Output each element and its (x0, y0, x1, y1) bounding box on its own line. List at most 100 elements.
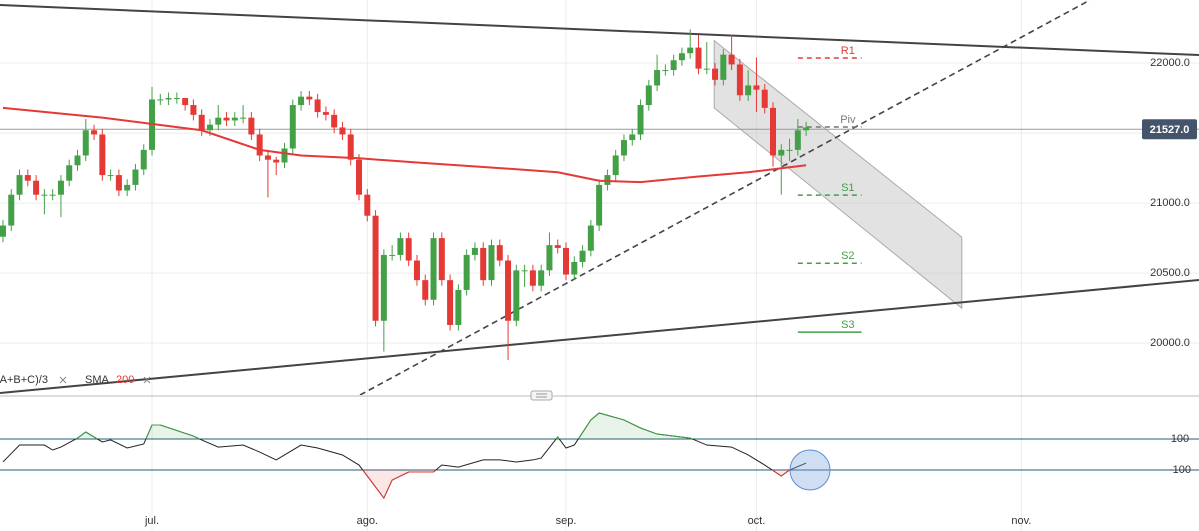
candle-body (413, 260, 420, 281)
candle-body (115, 175, 122, 191)
candle-body (745, 85, 752, 96)
candle-body (513, 270, 520, 321)
candle-body (372, 215, 379, 321)
candle-body (256, 134, 263, 156)
pivot-label: R1 (841, 45, 855, 57)
candle-body (695, 47, 702, 69)
candle-body (322, 112, 329, 115)
candle-body (347, 134, 354, 160)
candle-body (49, 194, 56, 196)
candle-body (629, 134, 636, 141)
panel-resize-handle[interactable] (530, 390, 553, 401)
candle-body (521, 270, 528, 272)
candle-body (546, 245, 553, 271)
candle-body (206, 124, 213, 131)
candle-body (488, 245, 495, 281)
last-price-label: 21527.0 (1150, 124, 1190, 136)
pivot-label: Piv (840, 114, 856, 126)
oscillator-line-lower (362, 470, 791, 500)
candle-body (712, 68, 719, 80)
candle-body (124, 184, 131, 191)
candle-body (554, 245, 561, 248)
candle-body (505, 260, 512, 321)
legend-close[interactable] (143, 376, 151, 384)
candle-body (215, 117, 222, 125)
pivot-label: S3 (841, 319, 854, 331)
candle-body (571, 261, 578, 275)
y-tick-label: 22000.0 (1150, 57, 1190, 69)
candle-body (803, 127, 810, 131)
trendline (0, 4, 1199, 57)
trendline (359, 0, 1091, 395)
candle-body (430, 238, 437, 300)
candle-body (132, 169, 139, 185)
candle-body (736, 64, 743, 96)
candle-body (496, 245, 503, 261)
candle-body (0, 225, 6, 237)
candle-body (356, 159, 363, 195)
candle-body (306, 96, 313, 100)
candle-body (107, 175, 114, 177)
candle-body (66, 165, 73, 181)
legend-sma-period: 200 (116, 374, 134, 386)
oscillator-fill-lower (362, 470, 790, 499)
candle-body (654, 70, 661, 86)
candle-body (786, 149, 793, 151)
y-tick-label: 20000.0 (1150, 337, 1190, 349)
candle-body (273, 159, 280, 163)
candle-body (16, 175, 23, 195)
candle-body (231, 117, 238, 121)
candle-body (57, 180, 64, 195)
candle-body (165, 98, 172, 100)
candle-body (82, 130, 89, 156)
candle-body (140, 149, 147, 170)
x-tick-label: sep. (556, 515, 577, 527)
oscillator-layer (0, 412, 1199, 500)
candle-body (579, 250, 586, 262)
candle-body (463, 254, 470, 290)
legend-close[interactable] (59, 376, 67, 384)
candle-body (538, 270, 545, 286)
candle-body (728, 54, 735, 65)
candle-body (587, 225, 594, 251)
candle-body (173, 98, 180, 100)
price-layer: R1 Piv S1 S2 S3 (0, 0, 1199, 395)
oscillator-fill-upper (75, 412, 693, 440)
pivot-label: S2 (841, 250, 854, 262)
last-price-tag (1142, 119, 1197, 140)
sma-line (2, 106, 807, 184)
y-tick-label: 21000.0 (1150, 197, 1190, 209)
x-tick-label: ago. (357, 515, 378, 527)
candle-body (33, 180, 40, 195)
candle-body (364, 194, 371, 216)
candle-body (99, 134, 106, 176)
legend-indicator: (A+B+C)/3 (0, 374, 48, 386)
candle-body (778, 149, 785, 156)
candle-body (339, 127, 346, 135)
oscillator-tick-label: 100 (1171, 433, 1189, 445)
x-tick-label: oct. (748, 515, 766, 527)
candle-body (198, 114, 205, 131)
candle-body (41, 194, 48, 196)
pivot-label: S1 (841, 182, 854, 194)
candle-body (761, 89, 768, 108)
candle-body (670, 60, 677, 71)
candle-body (422, 280, 429, 300)
candle-body (289, 105, 296, 149)
candle-body (314, 99, 321, 113)
candle-body (770, 107, 777, 156)
candle-body (281, 148, 288, 163)
candle-body (612, 155, 619, 176)
candle-body (753, 85, 760, 90)
candle-body (331, 114, 338, 128)
legend: (A+B+C)/3 SMA 200 (0, 374, 151, 386)
candle-body (662, 70, 669, 72)
candle-body (471, 247, 478, 255)
candle-body (380, 254, 387, 321)
axis-layer: 20000.020500.021000.021500.022000.0jul.a… (144, 57, 1197, 527)
candle-body (438, 238, 445, 281)
candle-body (687, 47, 694, 54)
candle-body (223, 117, 230, 121)
candle-body (563, 247, 570, 275)
